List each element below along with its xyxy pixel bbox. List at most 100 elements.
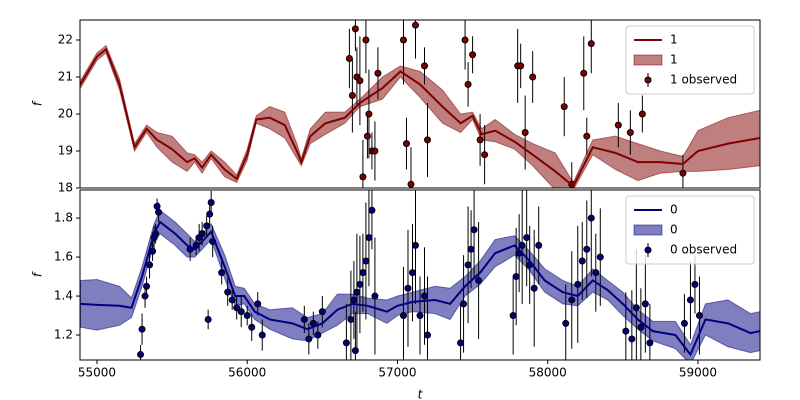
observed-point (353, 288, 361, 296)
observed-point (258, 331, 266, 339)
observed-point (464, 261, 472, 269)
observed-point (691, 280, 699, 288)
observed-point (198, 230, 206, 238)
observed-point (695, 312, 703, 320)
observed-point (407, 180, 415, 188)
observed-point (305, 335, 313, 343)
observed-point (424, 136, 432, 144)
observed-point (475, 276, 483, 284)
observed-point (637, 323, 645, 331)
x-tick-label: 59000 (679, 366, 717, 380)
legend-label: 1 observed (670, 73, 737, 87)
legend-box (625, 195, 755, 265)
observed-point (512, 273, 520, 281)
observed-point (583, 245, 591, 253)
observed-point (641, 300, 649, 308)
observed-point (521, 128, 529, 136)
observed-point (411, 21, 419, 29)
plot-frame (79, 189, 761, 361)
observed-point (399, 312, 407, 320)
observed-point (345, 54, 353, 62)
x-tick-label: 55000 (78, 366, 116, 380)
observed-point (460, 300, 468, 308)
observed-point (146, 261, 154, 269)
legend: 1 1 1 observed (625, 25, 755, 95)
observed-point (204, 315, 212, 323)
legend-label: 0 (670, 203, 678, 217)
observed-point (233, 304, 241, 312)
observed-point (363, 132, 371, 140)
line (80, 220, 760, 357)
observed-point (138, 325, 146, 333)
x-axis-label: t (418, 388, 424, 400)
y-tick-label: 20 (58, 106, 73, 120)
observed-point (464, 80, 472, 88)
line (80, 47, 760, 188)
observed-point (411, 241, 419, 249)
observed-point (530, 284, 538, 292)
observed-point (476, 136, 484, 144)
legend: 0 0 0 observed (625, 195, 755, 265)
observed-point (481, 151, 489, 159)
observed-point (371, 292, 379, 300)
observed-point (470, 226, 478, 234)
x-tick-label: 56000 (228, 366, 266, 380)
y-tick-label: 21 (58, 69, 73, 83)
observed-point (141, 292, 149, 300)
observed-point (562, 319, 570, 327)
observed-point (523, 234, 531, 242)
legend-marker (644, 246, 652, 254)
observed-point (517, 62, 525, 70)
plot-frame (79, 19, 761, 189)
observed-point (359, 173, 367, 181)
observed-point (351, 347, 359, 355)
observed-point (574, 280, 582, 288)
observed-point (371, 147, 379, 155)
observed-point (365, 110, 373, 118)
legend-label: 0 observed (670, 243, 737, 257)
observed-point (679, 169, 687, 177)
observed-point (646, 339, 654, 347)
panel: 18 19 20 21 22 f 1 1 1 observed (31, 19, 761, 195)
observed-point (348, 91, 356, 99)
observed-point (509, 312, 517, 320)
observed-point (153, 202, 161, 210)
observed-point (535, 241, 543, 249)
observed-point (351, 25, 359, 33)
panel: 1.2 1.4 1.6 1.8 55000 56000 57000 58000 59000 f t 0… (31, 189, 761, 400)
legend-marker (644, 76, 652, 84)
observed-point (578, 257, 586, 265)
observed-point (614, 121, 622, 129)
observed-point (254, 300, 262, 308)
observed-point (457, 339, 465, 347)
observed-point (206, 210, 214, 218)
y-tick-label: 22 (58, 32, 73, 46)
observed-point (359, 269, 367, 277)
confidence-band (80, 209, 760, 360)
observed-point (680, 319, 688, 327)
legend-label: 1 (670, 53, 678, 67)
observed-point (314, 331, 322, 339)
observed-point (356, 77, 364, 85)
y-tick-label: 18 (58, 181, 73, 195)
observed-point (342, 339, 350, 347)
observed-point (228, 296, 236, 304)
observed-point (365, 234, 373, 242)
observed-point (583, 132, 591, 140)
observed-point (632, 304, 640, 312)
observed-point (362, 36, 370, 44)
observed-point (362, 257, 370, 265)
legend-patch (633, 224, 663, 236)
observed-point (155, 208, 163, 216)
observed-point (224, 288, 232, 296)
legend-label: 0 (670, 223, 678, 237)
observed-point (143, 282, 151, 290)
observed-point (421, 62, 429, 70)
observed-point (638, 110, 646, 118)
x-tick-label: 58000 (529, 366, 567, 380)
observed-point (622, 327, 630, 335)
y-tick-label: 1.4 (54, 289, 73, 303)
y-axis-label: f (31, 271, 45, 277)
legend-box (625, 25, 755, 95)
